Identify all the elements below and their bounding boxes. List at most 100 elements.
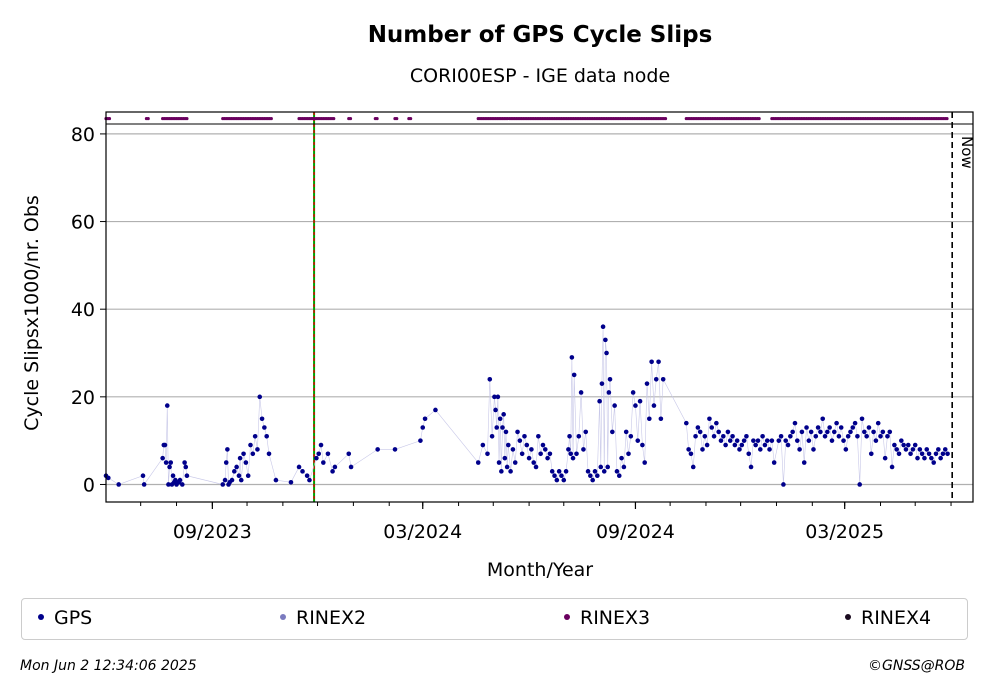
gps-point <box>635 438 641 443</box>
gps-point <box>862 429 867 435</box>
gps-point <box>559 473 564 479</box>
gps-point <box>804 425 809 430</box>
gps-point <box>892 442 897 448</box>
gps-point <box>931 460 936 465</box>
gps-point <box>714 420 719 426</box>
gps-point <box>475 460 481 465</box>
gps-point <box>841 438 846 443</box>
gps-point <box>568 451 574 457</box>
rinex3-point <box>107 116 112 121</box>
legend-label-rinex2: RINEX2 <box>296 607 367 629</box>
gps-point <box>748 464 754 470</box>
gps-point <box>908 451 913 457</box>
gps-point <box>623 429 629 435</box>
gps-point <box>583 429 589 435</box>
gps-point <box>332 464 338 470</box>
gps-point <box>418 438 423 443</box>
gps-point <box>875 420 881 426</box>
gps-point <box>656 359 661 365</box>
gps-point <box>547 451 553 457</box>
gps-point <box>709 425 715 430</box>
x-axis: 09/2023 03/2024 09/2024 03/2025 <box>140 502 952 543</box>
gps-point <box>489 433 495 439</box>
gps-point <box>776 438 782 443</box>
gps-point <box>250 451 256 457</box>
gps-point <box>711 433 717 439</box>
gps-point <box>769 438 775 443</box>
gps-point <box>502 455 508 461</box>
gps-point <box>606 390 612 395</box>
gps-point <box>693 433 698 439</box>
gps-point <box>375 447 380 452</box>
y-tick-label: 40 <box>71 299 95 321</box>
gps-point <box>820 416 826 422</box>
gps-point <box>222 477 228 483</box>
gps-point <box>686 447 691 452</box>
chart: Number of GPS Cycle Slips CORI00ESP - IG… <box>21 22 976 581</box>
gps-point <box>843 447 849 452</box>
gps-point <box>304 473 310 479</box>
gps-point <box>567 433 572 439</box>
gps-point <box>510 447 516 452</box>
gps-point <box>771 460 777 465</box>
gps-point <box>485 451 490 457</box>
y-axis: 0 20 40 60 80 <box>71 124 106 496</box>
legend-marker-rinex3 <box>564 613 570 620</box>
gps-point <box>522 433 527 439</box>
gps-point <box>182 460 187 465</box>
gps-point <box>755 438 761 443</box>
gps-point <box>552 473 557 479</box>
gps-point <box>649 359 654 365</box>
gps-point <box>917 447 923 452</box>
legend-item-rinex3: RINEX3 <box>564 606 650 630</box>
gps-point <box>903 447 909 452</box>
gps-point <box>642 460 647 465</box>
gps-point <box>540 442 546 448</box>
gps-point <box>882 455 888 461</box>
gps-point <box>238 477 244 483</box>
gps-point <box>829 438 835 443</box>
gps-point <box>864 433 869 439</box>
gps-point <box>644 381 650 386</box>
gps-point <box>619 455 624 461</box>
gps-point <box>626 451 631 457</box>
gps-point <box>628 433 634 439</box>
gps-point <box>569 355 575 360</box>
gps-point <box>581 447 586 452</box>
gps-point <box>316 451 322 457</box>
gps-point <box>578 390 584 395</box>
gps-point <box>545 455 550 461</box>
gps-point <box>420 425 426 430</box>
gps-point <box>910 447 916 452</box>
gps-point <box>940 451 946 457</box>
gps-point <box>321 460 326 465</box>
gps-point <box>571 372 577 378</box>
legend-label-rinex3: RINEX3 <box>580 607 651 629</box>
gps-point <box>630 390 636 395</box>
series-connector <box>105 326 948 486</box>
gps-point <box>601 469 607 474</box>
rinex3-point <box>663 116 668 121</box>
gps-point <box>721 433 726 439</box>
gps-point <box>245 473 251 479</box>
gps-point <box>938 455 943 461</box>
gps-point <box>164 403 170 408</box>
legend-label-rinex4: RINEX4 <box>861 607 932 629</box>
gps-point <box>725 429 731 435</box>
y-tick-label: 20 <box>71 387 95 409</box>
gps-point <box>116 482 122 487</box>
legend-marker-rinex4 <box>845 613 851 620</box>
gps-point <box>538 451 543 457</box>
legend-label-gps: GPS <box>54 607 93 629</box>
rinex3-point <box>945 116 949 121</box>
gps-point <box>894 447 900 452</box>
gps-point <box>651 403 657 408</box>
gps-point <box>859 416 865 422</box>
gps-point <box>179 482 185 487</box>
gps-point <box>307 477 312 483</box>
gps-point <box>500 425 505 430</box>
gps-point <box>822 433 828 439</box>
gps-point <box>529 447 534 452</box>
gps-point <box>495 394 501 400</box>
gps-point <box>614 469 620 474</box>
